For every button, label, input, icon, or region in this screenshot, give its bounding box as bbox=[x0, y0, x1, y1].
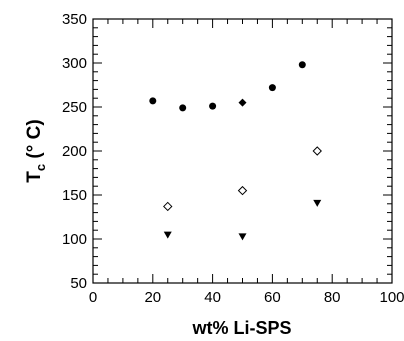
y-tick-label: 150 bbox=[62, 187, 87, 204]
x-axis-title: wt% Li-SPS bbox=[191, 318, 291, 338]
x-tick-label: 20 bbox=[144, 289, 161, 306]
point-filled-circle bbox=[209, 102, 217, 110]
x-tick-label: 60 bbox=[264, 289, 281, 306]
x-tick-label: 100 bbox=[379, 289, 404, 306]
point-filled-triangle bbox=[238, 233, 247, 241]
y-axis-title-subscript: c bbox=[33, 164, 48, 171]
y-tick-label: 350 bbox=[62, 11, 87, 28]
y-tick-label: 100 bbox=[62, 231, 87, 248]
y-tick-label: 300 bbox=[62, 55, 87, 72]
point-filled-triangle bbox=[163, 231, 172, 239]
point-open-diamond bbox=[237, 185, 248, 196]
point-filled-circle bbox=[268, 84, 276, 92]
data-points bbox=[149, 61, 322, 241]
x-tick-label: 0 bbox=[89, 289, 97, 306]
y-axis-title: Tc (° C) bbox=[24, 119, 48, 182]
point-filled-triangle bbox=[313, 199, 322, 207]
axis-tick-labels: 0 20 40 60 80 100 50 100 150 200 250 300 350 bbox=[62, 11, 404, 306]
y-tick-label: 200 bbox=[62, 143, 87, 160]
point-filled-circle bbox=[298, 61, 306, 69]
y-axis-title-symbol: T bbox=[24, 171, 45, 183]
axis-ticks bbox=[92, 18, 393, 284]
plot-area bbox=[92, 18, 393, 284]
point-filled-circle bbox=[149, 97, 157, 105]
y-axis-title-unit: (° C) bbox=[24, 119, 45, 158]
x-tick-label: 40 bbox=[204, 289, 221, 306]
point-filled-diamond bbox=[238, 98, 247, 107]
point-filled-circle bbox=[179, 104, 187, 112]
point-open-diamond bbox=[312, 146, 322, 156]
x-tick-label: 80 bbox=[324, 289, 341, 306]
point-open-diamond bbox=[163, 201, 173, 212]
y-tick-label: 250 bbox=[62, 99, 87, 116]
y-tick-label: 50 bbox=[70, 275, 87, 292]
